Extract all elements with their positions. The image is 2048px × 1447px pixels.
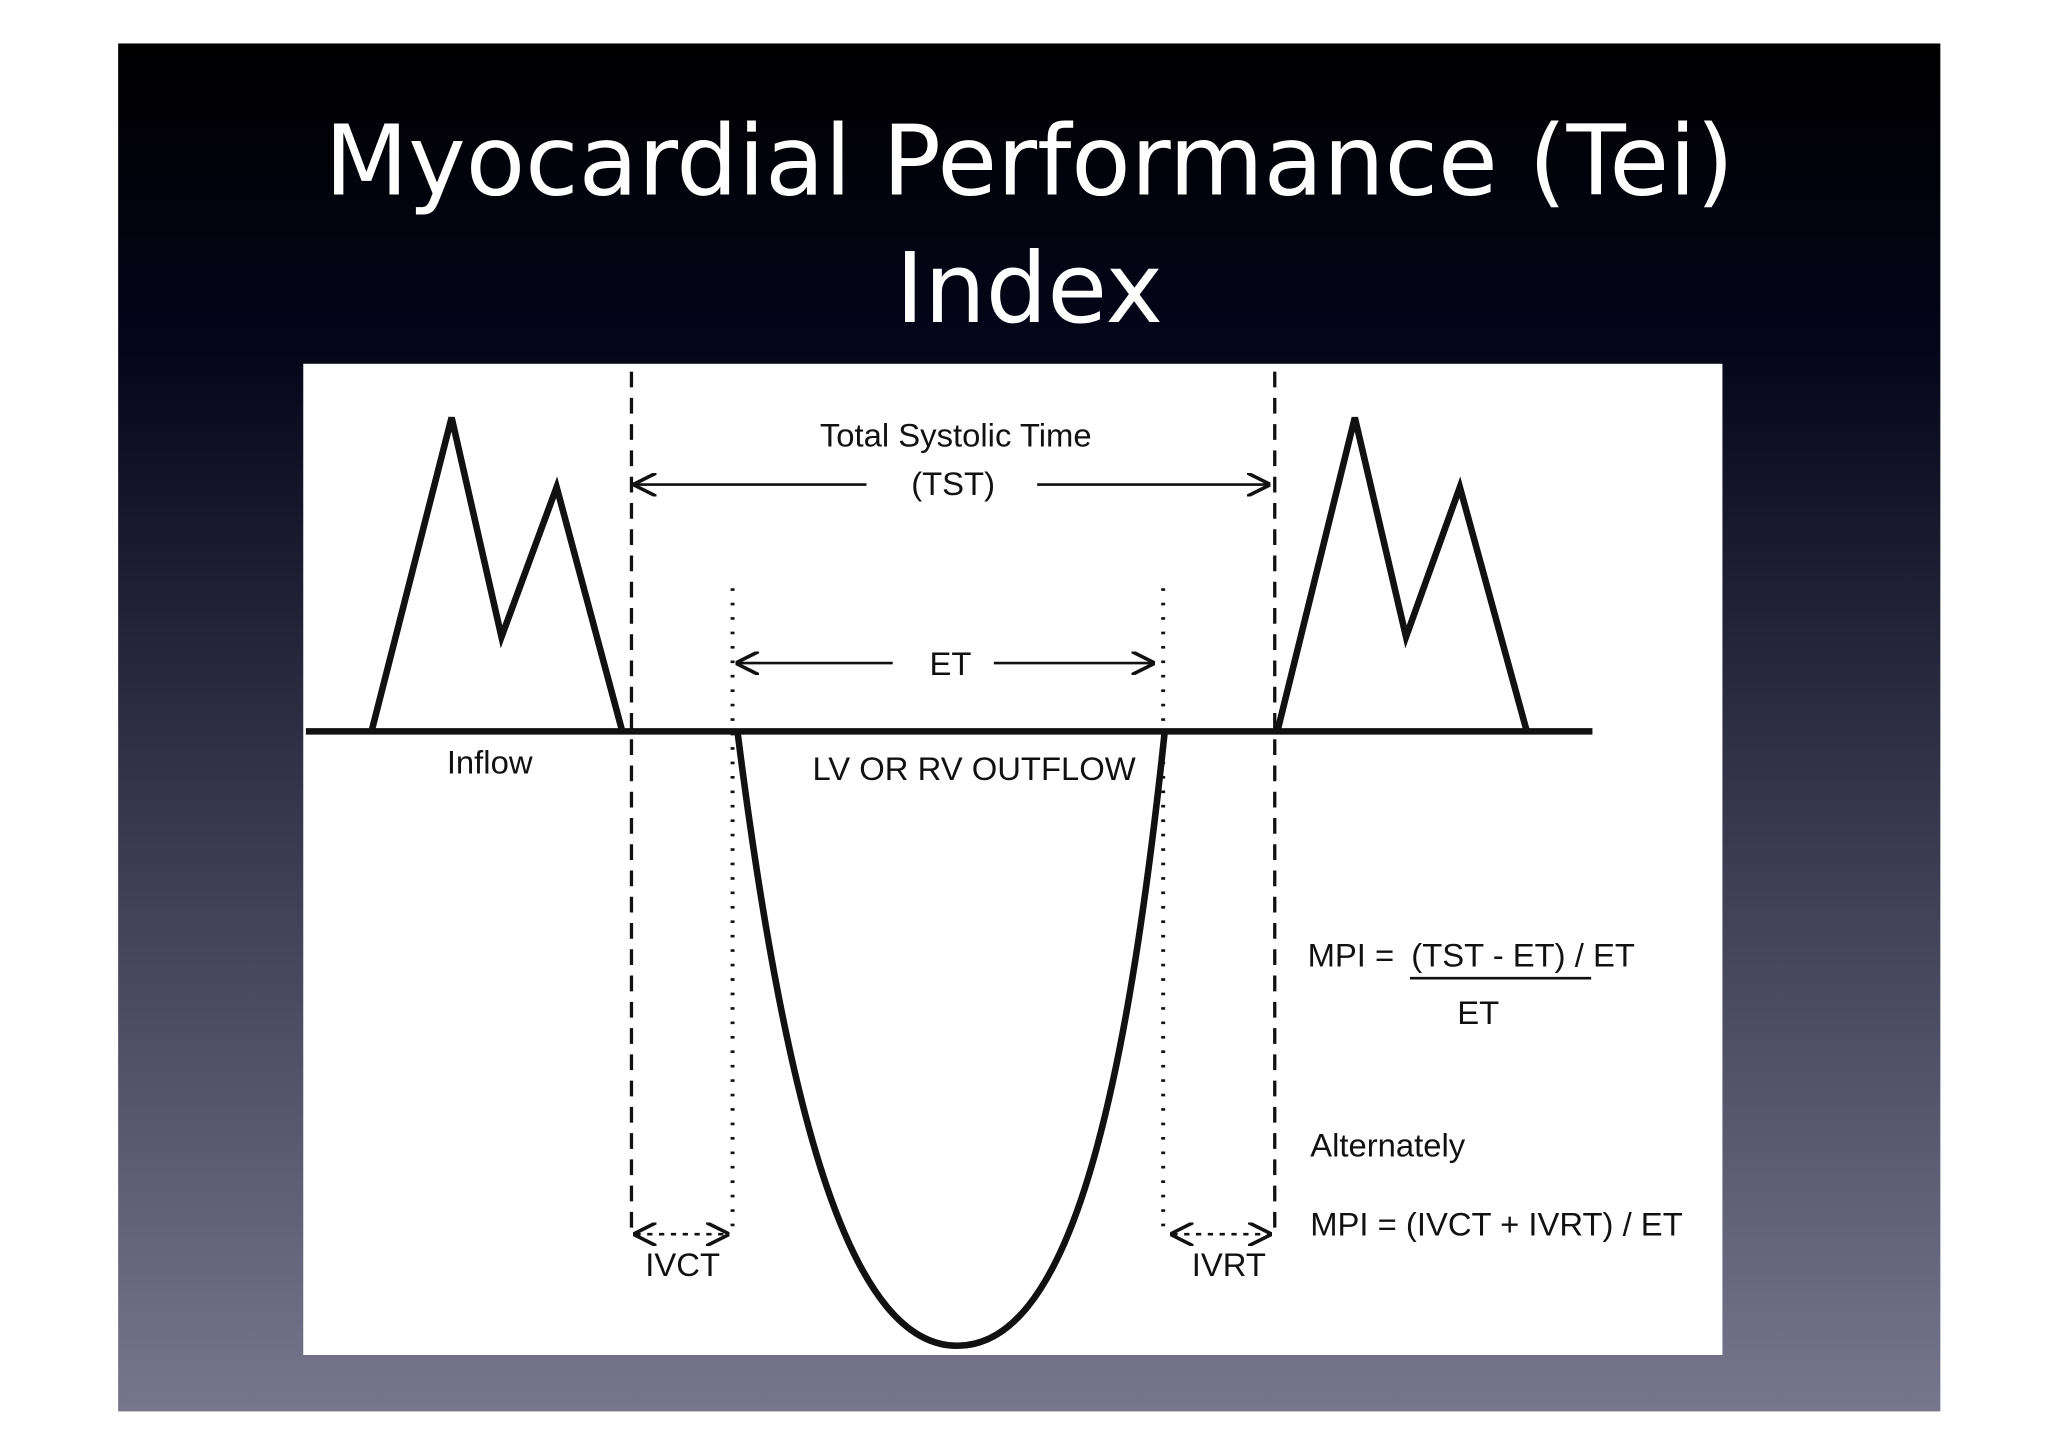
label: ET [1457,994,1499,1031]
diagram-shapes [305,371,1593,1350]
title-line: Index [896,232,1163,345]
label: MPI = (IVCT + IVRT) / ET [1310,1206,1683,1243]
label: IVRT [1192,1246,1266,1283]
label: Total Systolic Time [820,416,1092,453]
label: (TST) [911,465,995,502]
inflow-wave [1274,416,1530,733]
inflow-wave [368,416,626,733]
label: IVCT [645,1246,720,1283]
label: LV OR RV OUTFLOW [812,750,1135,787]
label: Alternately [1310,1127,1466,1164]
label: ET [930,645,972,682]
label: MPI = [1308,936,1395,973]
title-line: Myocardial Performance (Tei) [324,104,1734,217]
label: (TST - ET) / ET [1411,936,1635,973]
label: Inflow [447,743,533,780]
outflow-wave [734,733,1168,1350]
